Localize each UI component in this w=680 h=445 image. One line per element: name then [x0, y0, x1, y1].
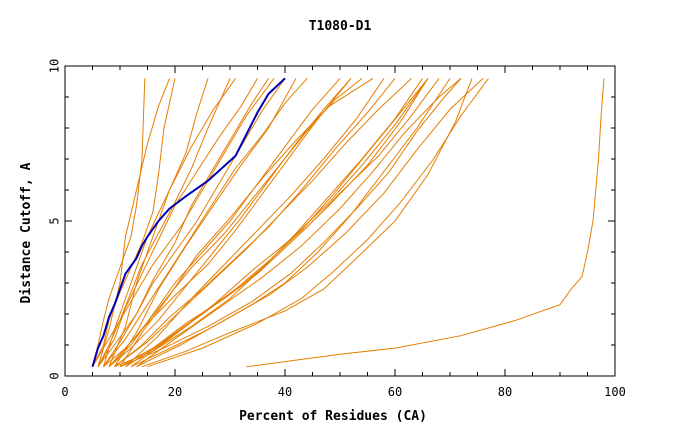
x-tick-label: 100: [604, 385, 626, 399]
series-line: [130, 78, 451, 368]
series-line: [97, 78, 269, 368]
series-line: [92, 78, 275, 367]
series-line: [103, 78, 286, 367]
highlight-series-line: [91, 77, 286, 367]
series-line: [125, 78, 385, 368]
series-line: [141, 78, 473, 368]
series-line: [130, 78, 429, 368]
x-tick-label: 60: [388, 385, 402, 399]
series-line: [114, 78, 423, 368]
series-line: [108, 78, 209, 367]
y-tick-label: 5: [48, 217, 62, 224]
x-axis-label: Percent of Residues (CA): [239, 409, 427, 424]
series-line: [246, 78, 605, 368]
series-line: [97, 78, 231, 367]
series-line: [97, 78, 170, 367]
series-line: [136, 78, 484, 368]
series-line: [97, 78, 258, 367]
series-line: [108, 78, 352, 368]
x-tick-label: 0: [61, 385, 68, 399]
x-tick-label: 40: [278, 385, 292, 399]
x-tick-label: 20: [168, 385, 182, 399]
series-layer: [92, 77, 605, 368]
series-line: [103, 78, 308, 368]
plot-area-frame: [64, 65, 616, 377]
series-line: [103, 78, 352, 368]
series-line: [103, 78, 236, 367]
series-line: [92, 78, 176, 367]
series-line: [114, 78, 297, 367]
series-line: [114, 78, 412, 368]
series-line: [119, 78, 462, 368]
chart-title: T1080-D1: [309, 19, 372, 34]
highlight-layer: [91, 77, 286, 367]
y-tick-label: 0: [48, 372, 62, 379]
series-line: [136, 78, 462, 368]
y-axis-label: Distance Cutoff, A: [19, 162, 34, 303]
axis-tick-labels: 0 20 40 60 80 100 0 5 10: [48, 59, 626, 399]
series-line: [147, 78, 489, 368]
x-tick-label: 80: [498, 385, 512, 399]
y-tick-label: 10: [48, 59, 62, 73]
axis-ticks: [64, 65, 616, 377]
